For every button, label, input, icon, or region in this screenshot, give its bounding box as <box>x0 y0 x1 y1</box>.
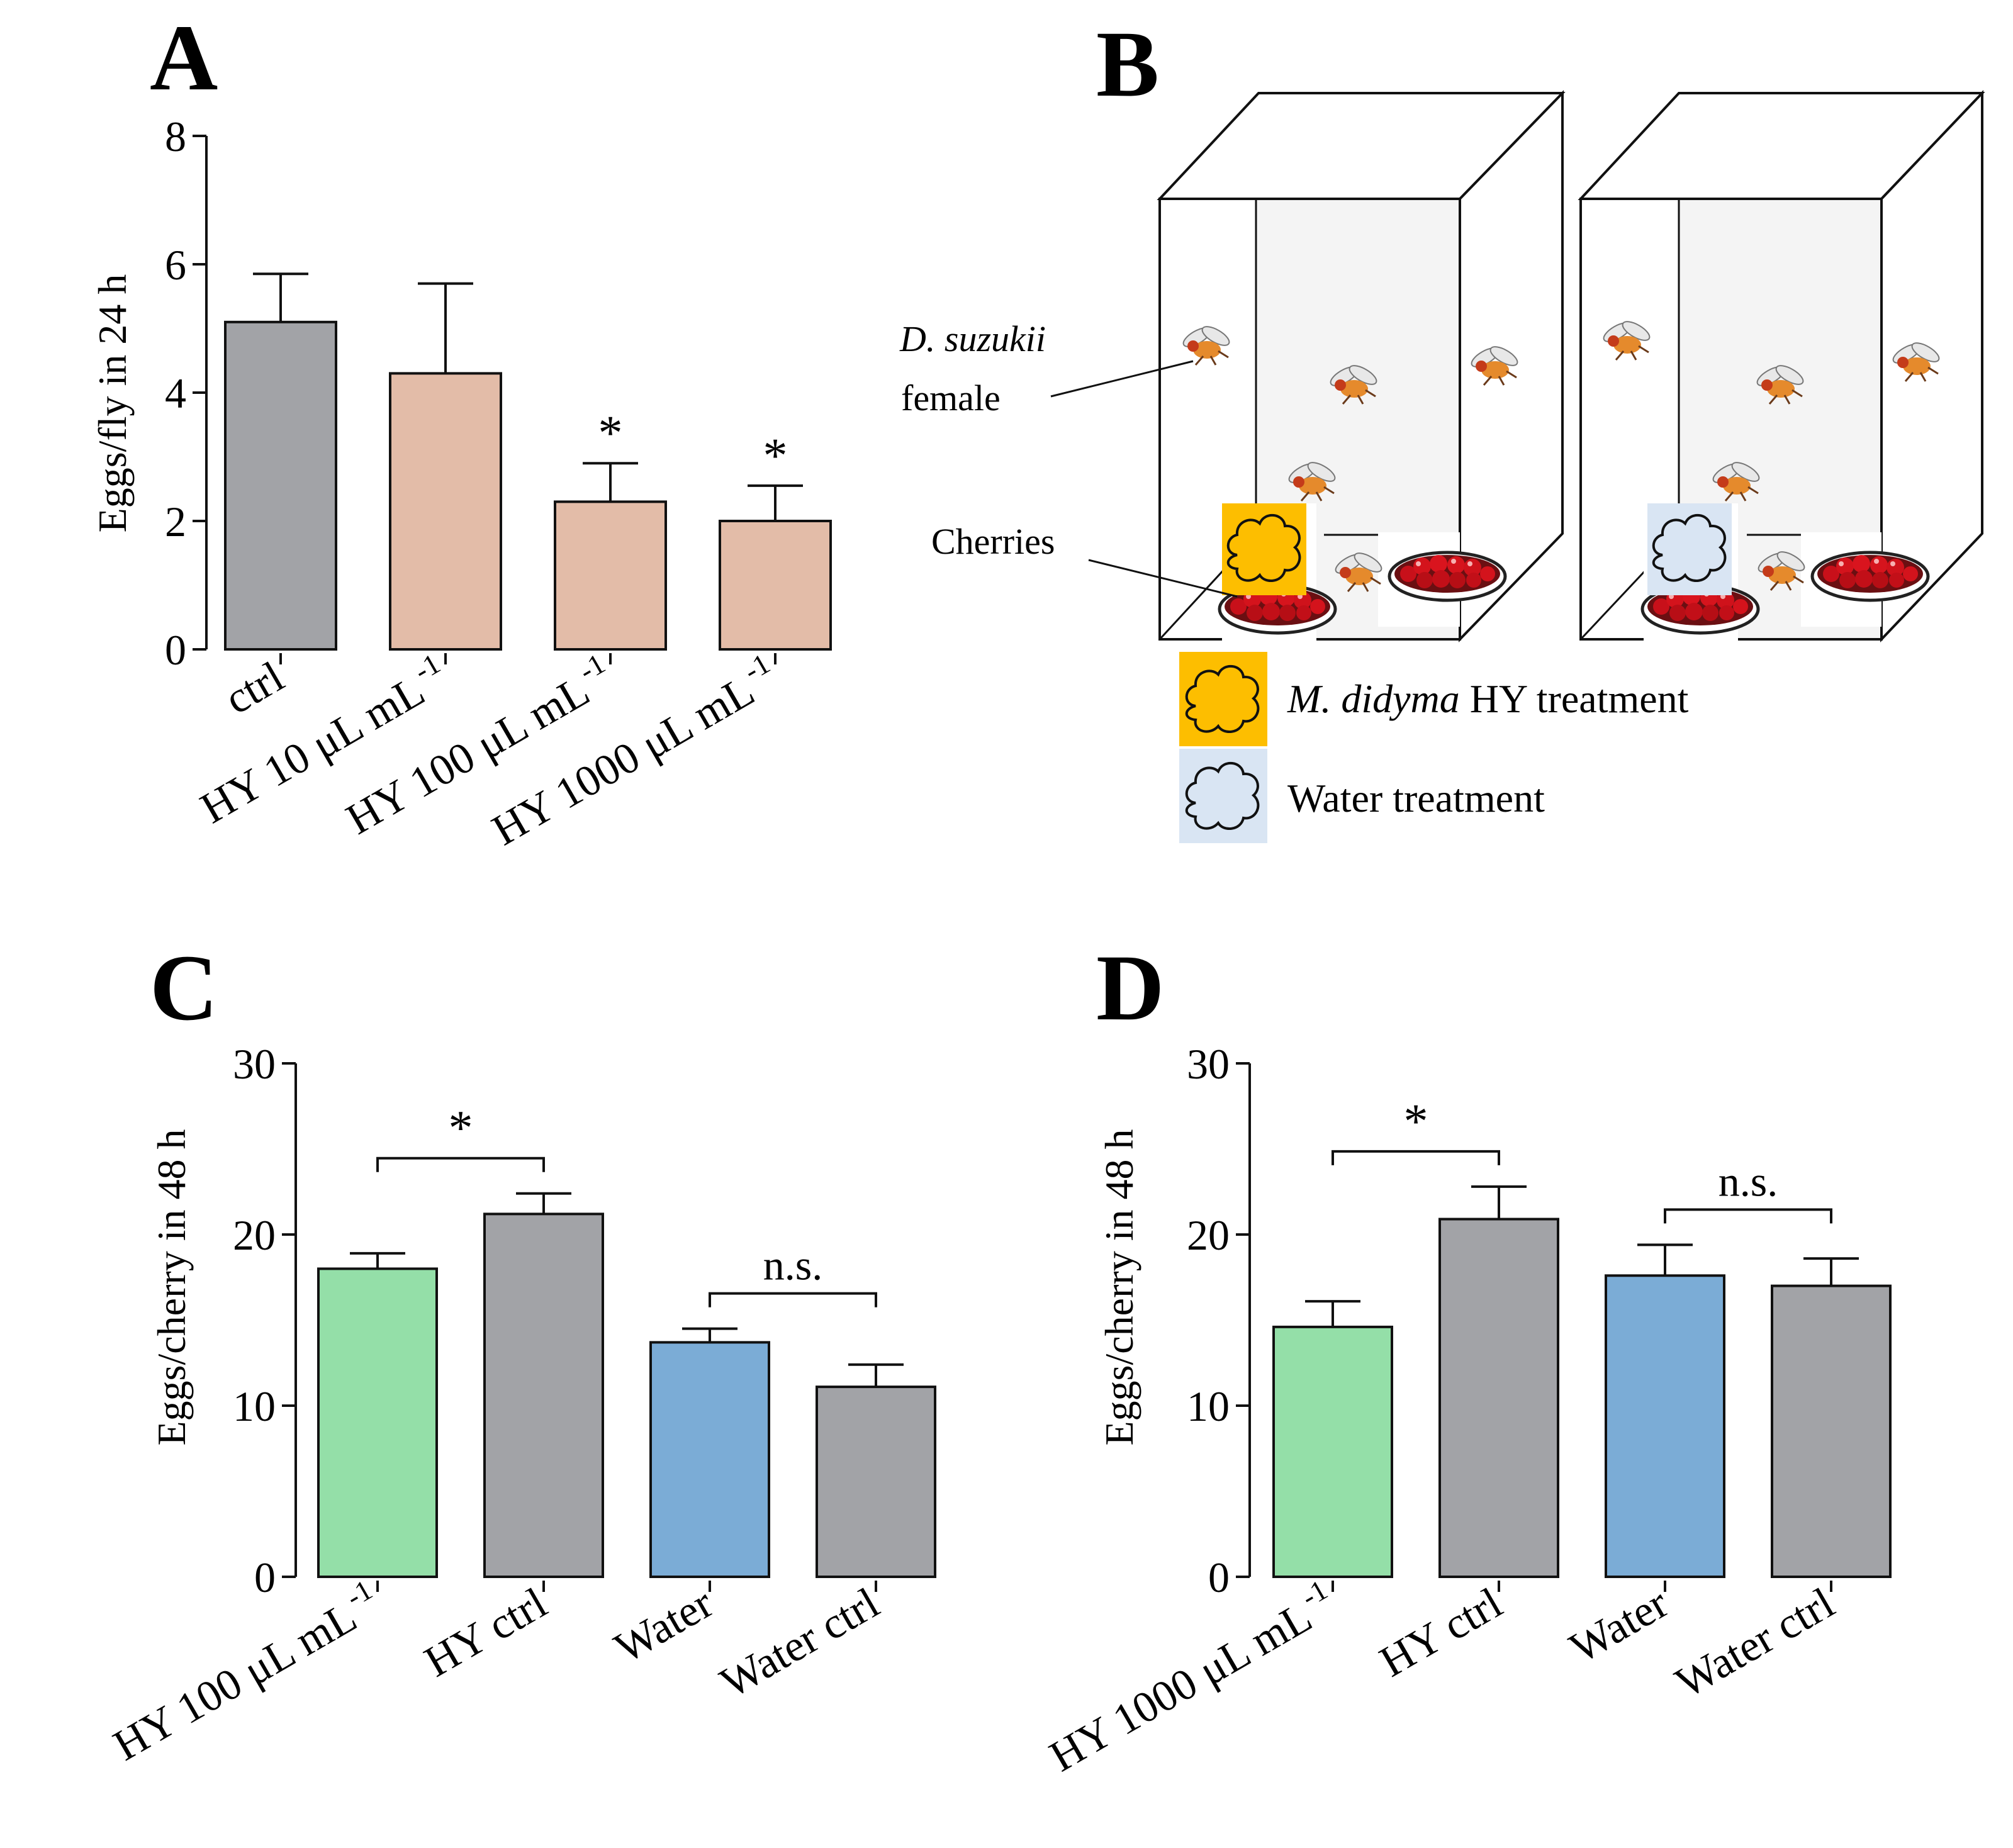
legend-hy-rest: HY treatment <box>1460 676 1689 721</box>
cage-left <box>1157 90 1566 644</box>
hy-cloud-icon <box>1226 513 1301 583</box>
category-label: Water ctrl <box>1668 1579 1842 1708</box>
legend: M. didyma HY treatment Water treatment <box>1179 652 1689 843</box>
chart-d: Eggs/cherry in 48 h 0 10 20 30 HY 1000 μL mL… <box>1039 1040 1892 1781</box>
category-label: Water ctrl <box>712 1579 887 1708</box>
bar <box>1771 1284 1892 1578</box>
y-axis-label: Eggs/cherry in 48 h <box>149 1129 194 1446</box>
bar <box>1438 1218 1559 1578</box>
bar <box>816 1386 936 1579</box>
bar <box>649 1341 770 1579</box>
panel-label-c: C <box>150 936 218 1040</box>
category-label: Water <box>1562 1579 1676 1672</box>
category-label: HY 1000 μL mL-1 <box>481 647 787 855</box>
bar <box>389 372 502 651</box>
significance-star: * <box>763 428 788 483</box>
y-axis-label: Eggs/cherry in 48 h <box>1097 1129 1141 1446</box>
bar <box>317 1267 438 1579</box>
bar <box>1272 1325 1393 1578</box>
category-label: HY ctrl <box>1372 1579 1510 1686</box>
chart-c: Eggs/cherry in 48 h 0 10 20 30 HY 100 μL mL-… <box>103 1040 936 1771</box>
panel-label-a: A <box>150 6 218 110</box>
y-tick-label: 30 <box>233 1040 276 1088</box>
water-cloud-icon <box>1652 513 1727 583</box>
cage-right <box>1578 90 1985 644</box>
y-tick-label: 10 <box>233 1382 276 1430</box>
y-tick-label: 2 <box>165 498 186 546</box>
y-axis-label: Eggs/fly in 24 h <box>90 274 135 533</box>
y-tick-label: 30 <box>1187 1040 1230 1088</box>
legend-hy-species: M. didyma <box>1287 676 1460 721</box>
y-tick-label: 20 <box>233 1211 276 1259</box>
category-label: HY 1000 μL mL-1 <box>1039 1574 1344 1781</box>
fly-icon <box>1179 322 1233 366</box>
cherries-label: Cherries <box>931 521 1055 562</box>
category-label: HY 100 μL mL-1 <box>103 1574 389 1771</box>
bracket-label: n.s. <box>763 1241 822 1289</box>
cherries-leader-line <box>1088 559 1238 598</box>
bracket-label: * <box>449 1100 473 1155</box>
legend-water-label: Water treatment <box>1287 776 1545 820</box>
panel-label-d: D <box>1096 936 1164 1040</box>
cherries-back-right <box>1812 552 1928 600</box>
cage-diagram: D. suzukii female Cherries M. didyma HY … <box>899 90 1985 843</box>
panel-label-b: B <box>1096 12 1159 116</box>
significance-bracket <box>709 1292 877 1308</box>
y-tick-label: 0 <box>1208 1554 1230 1601</box>
bar <box>719 520 832 651</box>
bar <box>1605 1274 1725 1579</box>
category-label: HY ctrl <box>417 1579 555 1686</box>
cherries-back-left <box>1389 552 1505 600</box>
category-label: Water <box>607 1579 721 1672</box>
significance-bracket <box>1332 1150 1500 1165</box>
y-tick-label: 0 <box>254 1554 276 1601</box>
bar <box>483 1212 604 1578</box>
significance-star: * <box>598 405 623 460</box>
fly-label-sex: female <box>901 378 1001 418</box>
y-tick-label: 0 <box>165 626 186 674</box>
bracket-label: * <box>1404 1094 1428 1148</box>
bracket-label: n.s. <box>1719 1157 1778 1205</box>
legend-hy-label: M. didyma HY treatment <box>1287 676 1689 721</box>
y-tick-label: 8 <box>165 113 186 160</box>
y-tick-label: 4 <box>165 369 186 417</box>
fly-leader-line <box>1050 360 1194 398</box>
fly-icon <box>1600 316 1654 361</box>
legend-hy-cloud-icon <box>1185 664 1260 734</box>
bar <box>554 500 667 651</box>
y-tick-label: 6 <box>165 241 186 289</box>
significance-bracket <box>1664 1208 1832 1224</box>
legend-water-cloud-icon <box>1185 761 1260 831</box>
y-tick-label: 10 <box>1187 1382 1230 1430</box>
fly-label-species: D. suzukii <box>899 318 1046 359</box>
bar <box>224 320 337 651</box>
y-tick-label: 20 <box>1187 1211 1230 1259</box>
significance-bracket <box>376 1156 545 1172</box>
